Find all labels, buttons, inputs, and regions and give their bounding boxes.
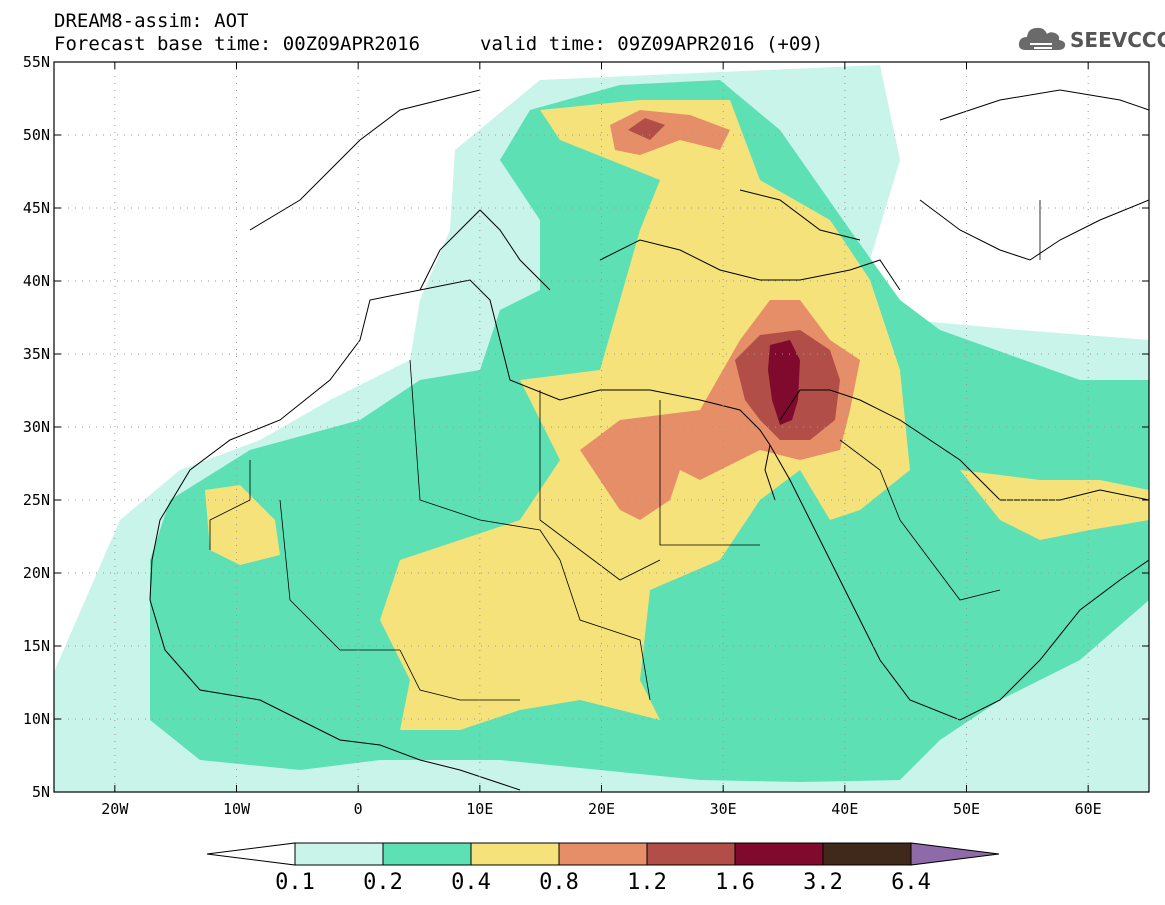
latitude-labels: 55N 50N 45N 40N 35N 30N 25N 20N 15N 10N 5N bbox=[23, 53, 50, 801]
longitude-label: 30E bbox=[710, 800, 737, 818]
colorbar-tick-label: 1.2 bbox=[627, 870, 667, 895]
colorbar-tick-label: 0.2 bbox=[363, 870, 403, 895]
aot-field-1.6 bbox=[768, 340, 800, 425]
latitude-label: 55N bbox=[23, 53, 50, 71]
longitude-label: 40E bbox=[831, 800, 858, 818]
colorbar-tick-label: 0.1 bbox=[275, 870, 315, 895]
colorbar-tick-label: 3.2 bbox=[803, 870, 843, 895]
longitude-label: 50E bbox=[953, 800, 980, 818]
latitude-label: 25N bbox=[23, 491, 50, 509]
colorbar-segment bbox=[470, 842, 560, 866]
map-title: DREAM8-assim: AOT bbox=[54, 10, 249, 32]
longitude-label: 10W bbox=[223, 800, 251, 818]
seevccc-logo: SEEVCCC bbox=[1018, 22, 1165, 62]
longitude-label: 20E bbox=[588, 800, 615, 818]
latitude-label: 45N bbox=[23, 199, 50, 217]
colorbar-segment bbox=[646, 842, 736, 866]
aot-field-0.4 bbox=[380, 100, 910, 730]
longitude-label: 20W bbox=[101, 800, 129, 818]
colorbar-segment bbox=[294, 842, 384, 866]
colorbar-segment bbox=[822, 842, 912, 866]
colorbar bbox=[206, 842, 1000, 866]
country-borders bbox=[209, 200, 1041, 701]
longitude-label: 60E bbox=[1075, 800, 1102, 818]
colorbar-tick-label: 0.4 bbox=[451, 870, 491, 895]
cloud-logo-icon bbox=[1018, 27, 1066, 50]
axis-ticks bbox=[54, 61, 1149, 793]
colorbar-segment bbox=[382, 842, 472, 866]
logo-text: SEEVCCC bbox=[1070, 28, 1165, 52]
latitude-label: 20N bbox=[23, 564, 50, 582]
latitude-label: 5N bbox=[32, 783, 50, 801]
latitude-label: 30N bbox=[23, 418, 50, 436]
colorbar-tick-label: 1.6 bbox=[715, 870, 755, 895]
aot-field-0.8-north bbox=[610, 110, 730, 155]
latitude-label: 10N bbox=[23, 710, 50, 728]
valid-time: valid time: 09Z09APR2016 (+09) bbox=[480, 33, 824, 55]
longitude-label: 0 bbox=[354, 800, 363, 818]
latitude-label: 40N bbox=[23, 272, 50, 290]
map-gridlines bbox=[54, 62, 1149, 792]
colorbar-low-arrow bbox=[206, 842, 296, 866]
aot-fields bbox=[54, 65, 1149, 792]
longitude-labels: 20W 10W 0 10E 20E 30E 40E 50E 60E bbox=[101, 800, 1101, 818]
longitude-label: 10E bbox=[466, 800, 493, 818]
colorbar-high-arrow bbox=[910, 842, 1000, 866]
forecast-base-time: Forecast base time: 00Z09APR2016 bbox=[54, 33, 421, 55]
aot-field-0.4-gulf bbox=[960, 470, 1149, 540]
latitude-label: 50N bbox=[23, 126, 50, 144]
latitude-label: 15N bbox=[23, 637, 50, 655]
colorbar-tick-label: 6.4 bbox=[891, 870, 931, 895]
colorbar-tick-label: 0.8 bbox=[539, 870, 579, 895]
colorbar-segment bbox=[558, 842, 648, 866]
colorbar-segment bbox=[734, 842, 824, 866]
aot-field-1.2-north bbox=[628, 118, 665, 140]
aot-field-0.4-west bbox=[205, 485, 280, 565]
latitude-label: 35N bbox=[23, 345, 50, 363]
